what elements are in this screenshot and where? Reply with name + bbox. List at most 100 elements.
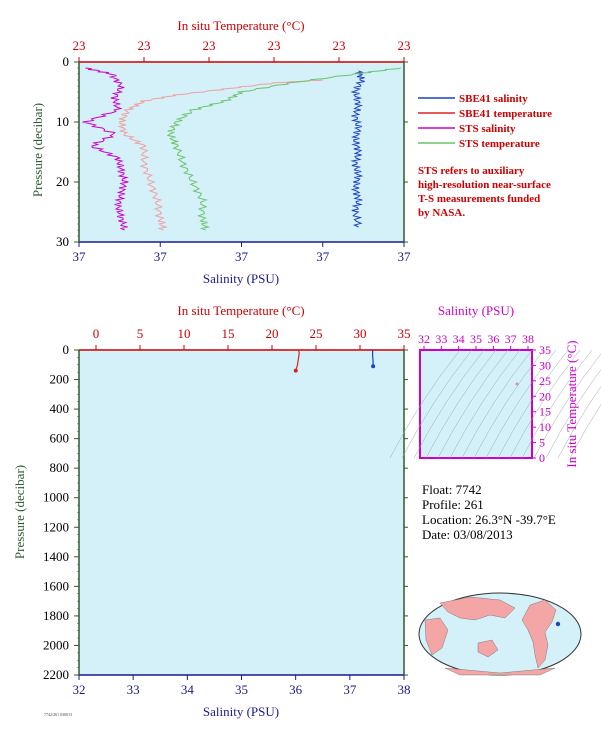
ts-temp-tick-label: 5: [539, 436, 545, 450]
top-series-line: [82, 67, 129, 231]
top-chart-pressure-ticks: 0 10 20 30: [56, 54, 408, 249]
bottom-series-line: [372, 350, 374, 367]
ts-density-contours: [389, 349, 601, 459]
legend-label: STS temperature: [459, 138, 540, 150]
bottom-pressure-tick-label: 1400: [43, 549, 69, 564]
ts-density-contour: [425, 349, 497, 459]
ts-sal-tick-label: 33: [435, 332, 447, 346]
ts-sal-tick-label: 35: [470, 332, 482, 346]
bottom-chart-temp-ticks: 0 5 10 15 20 25 30 35: [93, 326, 411, 350]
ts-density-contour: [497, 349, 569, 459]
sts-note-line: T-S measurements funded: [418, 193, 541, 205]
map-continent-australia: [477, 639, 499, 658]
bottom-sal-tick-label: 37: [343, 682, 357, 697]
bottom-temp-tick-label: 35: [398, 326, 411, 341]
bottom-temp-tick-label: 15: [222, 326, 235, 341]
top-sal-tick-label: 37: [73, 249, 87, 264]
bottom-sal-tick-label: 36: [289, 682, 303, 697]
float-info-panel: Float: 7742 Profile: 261 Location: 26.3°…: [422, 482, 556, 542]
bottom-sal-tick-label: 38: [398, 682, 411, 697]
bottom-pressure-tick-label: 800: [50, 460, 70, 475]
bottom-sal-tick-label: 35: [235, 682, 248, 697]
top-chart-series: [82, 67, 401, 231]
bottom-pressure-tick-label: 600: [50, 431, 70, 446]
sts-note-line: by NASA.: [418, 207, 466, 219]
ts-density-contour: [449, 349, 521, 459]
top-temp-tick-label: 23: [398, 38, 411, 53]
bottom-pressure-tick-label: 0: [63, 342, 70, 357]
float-id: Float: 7742: [422, 482, 482, 497]
bottom-chart-xlabel: Salinity (PSU): [203, 704, 279, 719]
ts-density-contour: [545, 369, 601, 459]
ts-density-contour: [569, 403, 601, 459]
top-sal-tick-label: 37: [154, 249, 168, 264]
top-chart-salinity-ticks: 37 37 37 37 37: [73, 242, 411, 264]
ts-sal-tick-label: 38: [522, 332, 534, 346]
ts-temp-tick-label: 0: [539, 451, 545, 465]
bottom-chart-series: [293, 349, 376, 373]
top-temp-tick-label: 23: [333, 38, 346, 53]
bottom-chart-ylabel: Pressure (decibar): [12, 465, 27, 559]
ts-sal-tick-label: 32: [418, 332, 430, 346]
top-temp-tick-label: 23: [203, 38, 216, 53]
bottom-pressure-tick-label: 2200: [43, 667, 69, 682]
bottom-pressure-tick-label: 1000: [43, 490, 69, 505]
ts-sal-tick-label: 36: [487, 332, 499, 346]
top-pressure-tick-label: 20: [56, 174, 69, 189]
top-chart: In situ Temperature (°C) 23 23 23 23 23 23 0 1…: [30, 18, 552, 286]
bottom-chart-title: In situ Temperature (°C): [177, 303, 304, 318]
top-series-line: [166, 67, 401, 231]
bottom-chart-salinity-ticks: 32 33 34 35 36 37 38: [73, 675, 411, 697]
ts-sal-tick-label: 34: [453, 332, 465, 346]
bottom-temp-tick-label: 20: [266, 326, 279, 341]
top-sal-tick-label: 37: [235, 249, 249, 264]
top-pressure-tick-label: 10: [56, 114, 69, 129]
sts-note-line: STS refers to auxiliary: [418, 165, 525, 177]
ts-density-contour: [473, 349, 545, 459]
map-float-location-marker: [555, 621, 561, 627]
top-pressure-tick-label: 0: [63, 54, 70, 69]
top-temp-tick-label: 23: [268, 38, 281, 53]
top-chart-xlabel: Salinity (PSU): [203, 271, 279, 286]
ts-density-contour: [509, 349, 581, 459]
ts-density-contour: [557, 385, 601, 459]
tiny-footer-mark: 7742/261 030813: [44, 712, 72, 717]
top-chart-ylabel: Pressure (decibar): [30, 103, 45, 197]
bottom-pressure-tick-label: 200: [50, 372, 70, 387]
bottom-temp-tick-label: 10: [178, 326, 191, 341]
bottom-temp-tick-label: 25: [310, 326, 323, 341]
bottom-chart: In situ Temperature (°C) 0 5 10 15 20 25 30 35 …: [12, 303, 411, 719]
ts-sal-tick-label: 37: [505, 332, 517, 346]
ts-density-contour: [521, 349, 593, 459]
bottom-pressure-tick-label: 1800: [43, 608, 69, 623]
bottom-pressure-tick-label: 2000: [43, 637, 69, 652]
world-map: [418, 592, 582, 676]
bottom-pressure-tick-label: 1200: [43, 519, 69, 534]
map-continent-americas: [521, 599, 557, 669]
location: Location: 26.3°N -39.7°E: [422, 512, 556, 527]
bottom-sal-tick-label: 33: [127, 682, 140, 697]
ts-temp-tick-label: 20: [539, 389, 551, 403]
ts-chart-title: Salinity (PSU): [438, 303, 514, 318]
top-chart-legend: SBE41 salinity SBE41 temperature STS salin…: [418, 93, 552, 150]
sts-note: STS refers to auxiliary high-resolution …: [418, 164, 551, 220]
ts-temp-tick-label: 10: [539, 420, 551, 434]
map-continent-eurasia: [439, 596, 516, 621]
ts-temp-tick-label: 35: [539, 343, 551, 357]
top-pressure-tick-label: 30: [56, 234, 69, 249]
ts-density-contour: [437, 349, 509, 459]
map-continent-antarctica: [444, 667, 556, 676]
map-continent-africa: [424, 617, 449, 656]
legend-label: STS salinity: [459, 123, 516, 135]
ts-profile-point: [515, 382, 519, 386]
ts-density-contour: [533, 353, 601, 459]
ts-plot-area: [419, 349, 533, 459]
bottom-series-end-point: [371, 364, 376, 369]
ts-density-contour: [485, 349, 557, 459]
ts-chart-salinity-ticks: 32 33 34 35 36 37 38: [418, 332, 534, 350]
bottom-series-line: [295, 349, 300, 371]
bottom-temp-tick-label: 5: [137, 326, 144, 341]
bottom-pressure-tick-label: 1600: [43, 578, 69, 593]
